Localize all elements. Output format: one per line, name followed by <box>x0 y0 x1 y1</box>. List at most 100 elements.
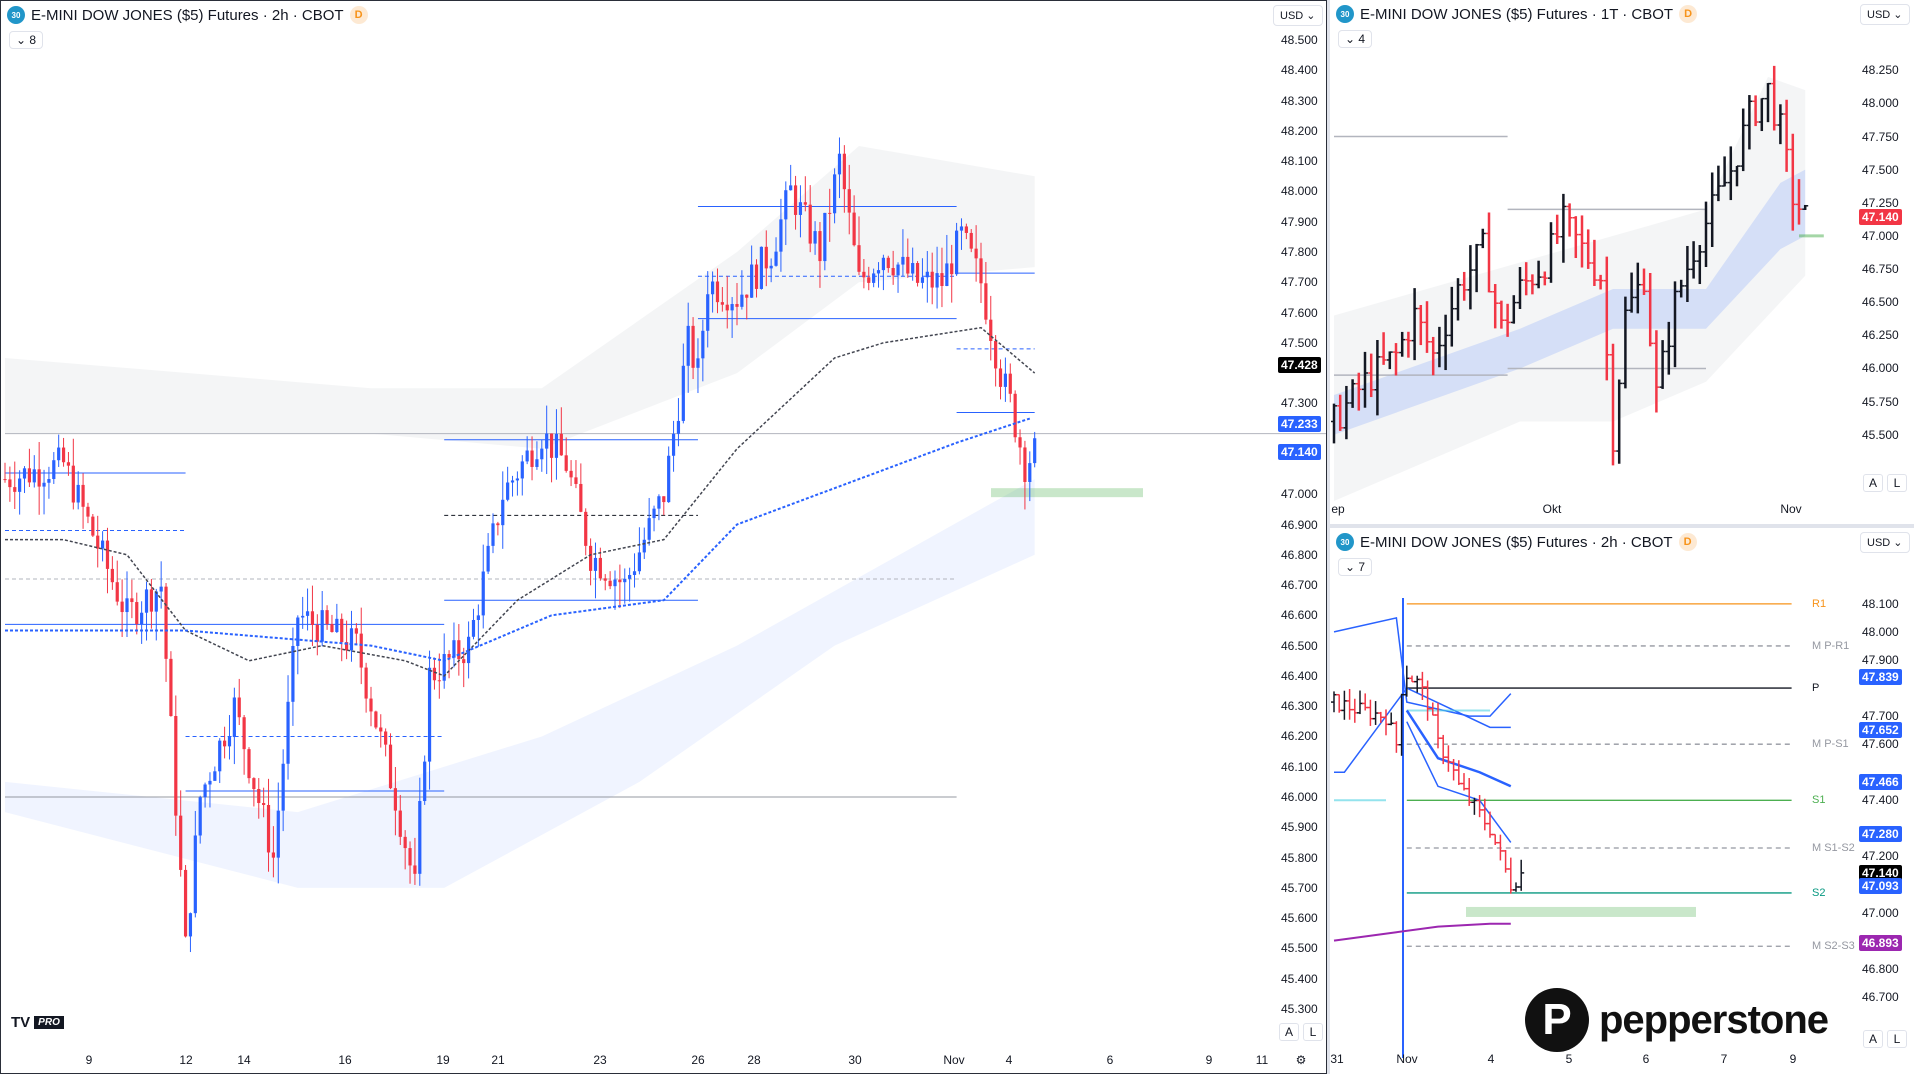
candle-body <box>613 579 617 587</box>
auto-scale-button[interactable]: A <box>1863 474 1883 492</box>
log-scale-button[interactable]: L <box>1887 474 1907 492</box>
candle-body <box>764 246 768 269</box>
candle-body <box>13 487 17 492</box>
candle-body <box>1003 373 1007 387</box>
candle-body <box>393 788 397 811</box>
weekly-chart-panel[interactable]: 30 E-MINI DOW JONES ($5) Futures · 1T · … <box>1330 0 1914 524</box>
candle-body <box>828 212 832 214</box>
candle-body <box>286 701 290 764</box>
main-chart-panel[interactable]: 30 E-MINI DOW JONES ($5) Futures · 2h · … <box>0 0 1327 1074</box>
time-tick: 31 <box>1330 1052 1344 1066</box>
candle-body <box>920 277 925 283</box>
log-scale-button[interactable]: L <box>1303 1023 1323 1041</box>
candle-body <box>984 283 988 320</box>
candle-body <box>974 248 978 259</box>
candle-body <box>530 450 534 467</box>
auto-scale-button[interactable]: A <box>1863 1030 1883 1048</box>
upper-band <box>5 145 1035 449</box>
price-tick: 46.000 <box>1862 361 1899 376</box>
candle-body <box>789 185 793 191</box>
candle-body <box>1008 373 1012 394</box>
indicators-toggle[interactable]: ⌄ 4 <box>1338 30 1373 48</box>
price-tick: 47.500 <box>1281 335 1318 350</box>
pivot-chart-panel[interactable]: 30 E-MINI DOW JONES ($5) Futures · 2h · … <box>1330 528 1914 1074</box>
time-tick: 14 <box>237 1053 251 1067</box>
candle-body <box>81 484 85 507</box>
candle-body <box>262 803 266 805</box>
candle-body <box>891 268 895 276</box>
pivot-label: P <box>1812 682 1820 695</box>
settings-gear-icon[interactable]: ⚙ <box>1291 1051 1311 1069</box>
price-tick: 45.700 <box>1281 880 1318 895</box>
price-tick: 47.500 <box>1862 162 1899 177</box>
main-chart-canvas[interactable] <box>1 1 1327 1074</box>
price-tick: 46.800 <box>1862 961 1899 976</box>
chart-title[interactable]: E-MINI DOW JONES ($5) Futures · 1T · CBO… <box>1360 5 1674 23</box>
candle-body <box>969 232 973 249</box>
candle-body <box>42 482 46 487</box>
candle-body <box>354 628 358 634</box>
pivot-chart-canvas[interactable] <box>1330 528 1914 1074</box>
price-tick: 48.250 <box>1862 63 1899 78</box>
chart-title[interactable]: E-MINI DOW JONES ($5) Futures · 2h · CBO… <box>31 6 344 24</box>
candle-body <box>154 591 158 612</box>
candle-body <box>867 277 871 283</box>
currency-select[interactable]: USD ⌄ <box>1273 5 1323 26</box>
candle-body <box>852 212 856 246</box>
time-tick: 4 <box>1487 1052 1495 1066</box>
currency-label: USD <box>1867 9 1891 21</box>
price-tick: 46.500 <box>1281 638 1318 653</box>
price-tick: 45.400 <box>1281 971 1318 986</box>
candle-body <box>1013 393 1017 438</box>
candle-body <box>183 869 188 937</box>
candle-body <box>193 835 197 914</box>
currency-select[interactable]: USD ⌄ <box>1860 4 1910 25</box>
candle-body <box>481 571 485 616</box>
candle-body <box>198 797 202 836</box>
candle-body <box>945 263 949 287</box>
candle-body <box>964 226 968 233</box>
candle-body <box>457 640 461 660</box>
inner-band <box>1334 169 1806 435</box>
candle-body <box>452 640 456 658</box>
candle-body <box>872 273 876 283</box>
price-tick: 47.000 <box>1281 487 1318 502</box>
price-tick: 47.000 <box>1862 905 1899 920</box>
fast-moving-average <box>5 326 1036 677</box>
indicators-toggle[interactable]: ⌄ 7 <box>1338 558 1373 576</box>
candle-body <box>774 251 778 266</box>
candle-body <box>257 789 261 804</box>
price-label: 47.233 <box>1278 415 1321 432</box>
auto-scale-button[interactable]: A <box>1279 1023 1299 1041</box>
candle-body <box>506 482 510 500</box>
log-scale-button[interactable]: L <box>1887 1030 1907 1048</box>
candle-body <box>188 913 193 937</box>
candle-body <box>901 256 905 265</box>
price-tick: 47.700 <box>1862 709 1899 724</box>
candle-body <box>930 271 934 288</box>
candle-body <box>149 589 153 612</box>
tradingview-logo[interactable]: TV PRO <box>11 1014 64 1031</box>
candle-body <box>711 281 715 295</box>
weekly-chart-canvas[interactable] <box>1330 0 1914 524</box>
price-label: 47.093 <box>1859 878 1902 895</box>
candle-body <box>379 727 383 732</box>
time-tick: 12 <box>179 1053 193 1067</box>
vertical-splitter[interactable] <box>1327 0 1330 1074</box>
candle-body <box>91 516 95 536</box>
candle-body <box>740 294 744 307</box>
price-label: 47.652 <box>1859 721 1902 738</box>
currency-select[interactable]: USD ⌄ <box>1860 532 1910 553</box>
indicators-toggle[interactable]: ⌄ 8 <box>9 31 44 49</box>
candle-body <box>593 557 598 571</box>
chart-title[interactable]: E-MINI DOW JONES ($5) Futures · 2h · CBO… <box>1360 533 1673 551</box>
candle-body <box>876 270 881 274</box>
pivot-label: M S2-S3 <box>1812 940 1855 953</box>
horizontal-splitter[interactable] <box>1330 524 1914 528</box>
candle-body <box>818 231 822 262</box>
candle-body <box>896 264 900 276</box>
candle-body <box>769 265 773 269</box>
candle-body <box>959 226 964 231</box>
candle-body <box>701 330 705 359</box>
time-tick: 9 <box>1205 1053 1213 1067</box>
